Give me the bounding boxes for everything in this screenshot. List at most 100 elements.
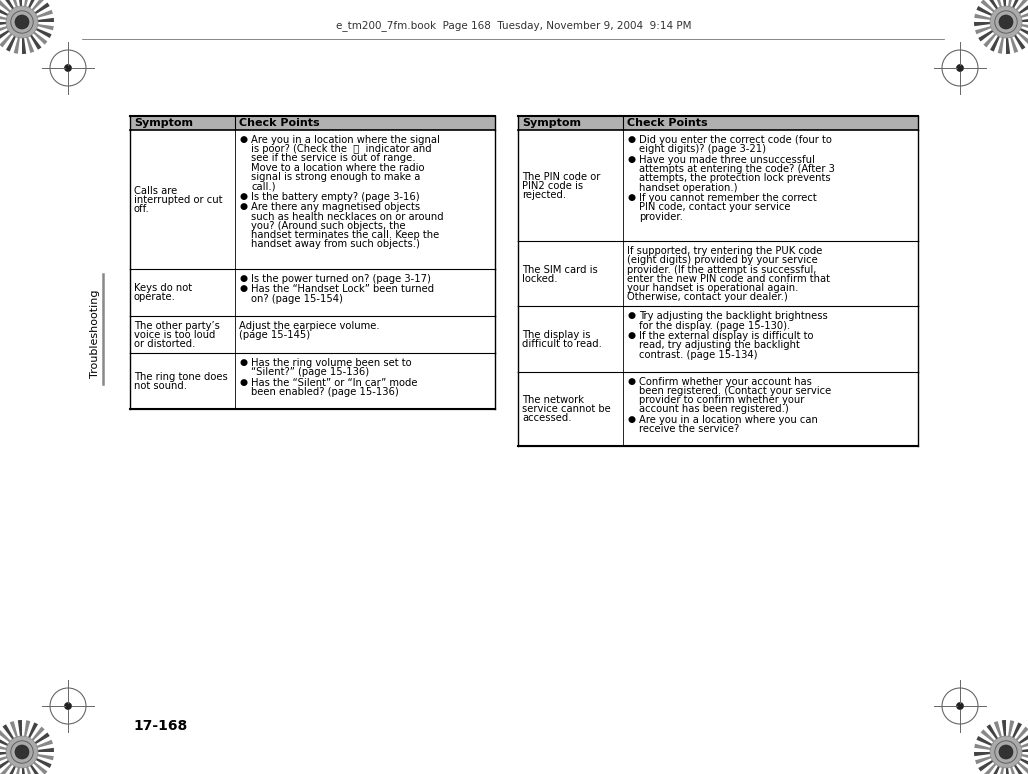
Wedge shape: [1006, 22, 1026, 50]
Text: provider.: provider.: [639, 211, 683, 221]
Text: PIN code, contact your service: PIN code, contact your service: [639, 202, 791, 212]
Wedge shape: [22, 18, 54, 22]
Wedge shape: [1006, 740, 1028, 752]
Text: ●: ●: [628, 155, 636, 164]
Text: Check Points: Check Points: [238, 118, 320, 128]
Circle shape: [65, 703, 72, 710]
Wedge shape: [13, 22, 22, 53]
Text: account has been registered.): account has been registered.): [639, 404, 788, 414]
Circle shape: [15, 745, 29, 759]
Wedge shape: [1006, 0, 1015, 22]
Wedge shape: [0, 22, 22, 26]
Text: read, try adjusting the backlight: read, try adjusting the backlight: [639, 341, 800, 351]
Text: interrupted or cut: interrupted or cut: [134, 195, 222, 205]
Wedge shape: [2, 0, 22, 22]
Wedge shape: [22, 721, 30, 752]
Text: The SIM card is: The SIM card is: [522, 265, 597, 275]
Text: Confirm whether your account has: Confirm whether your account has: [639, 377, 812, 386]
Wedge shape: [6, 752, 22, 774]
Text: Has the ring volume been set to: Has the ring volume been set to: [251, 358, 411, 368]
Text: ●: ●: [240, 274, 248, 283]
Wedge shape: [1006, 0, 1028, 22]
Text: Have you made three unsuccessful: Have you made three unsuccessful: [639, 155, 815, 165]
Wedge shape: [22, 752, 41, 774]
Wedge shape: [1006, 22, 1019, 53]
Text: or distorted.: or distorted.: [134, 339, 195, 349]
Text: PIN2 code is: PIN2 code is: [522, 181, 583, 191]
Wedge shape: [1006, 748, 1028, 752]
Wedge shape: [979, 22, 1006, 42]
Wedge shape: [22, 22, 34, 53]
Wedge shape: [1006, 22, 1028, 45]
Text: on? (page 15-154): on? (page 15-154): [251, 293, 343, 303]
Wedge shape: [1006, 722, 1022, 752]
Wedge shape: [22, 752, 51, 768]
Wedge shape: [22, 22, 26, 54]
Wedge shape: [975, 744, 1006, 752]
Text: locked.: locked.: [522, 274, 557, 284]
Bar: [518, 116, 918, 130]
Wedge shape: [0, 736, 22, 752]
Circle shape: [990, 6, 1022, 38]
Text: 17-168: 17-168: [133, 719, 187, 733]
Wedge shape: [994, 721, 1006, 752]
Wedge shape: [0, 0, 22, 22]
Wedge shape: [22, 740, 52, 752]
Text: If supported, try entering the PUK code: If supported, try entering the PUK code: [627, 246, 822, 256]
Text: handset terminates the call. Keep the: handset terminates the call. Keep the: [251, 230, 439, 240]
Wedge shape: [1006, 752, 1019, 774]
Wedge shape: [1002, 0, 1006, 22]
Text: such as health necklaces on or around: such as health necklaces on or around: [251, 211, 444, 221]
Text: Are you in a location where the signal: Are you in a location where the signal: [251, 135, 440, 145]
Wedge shape: [22, 22, 53, 30]
Circle shape: [999, 745, 1013, 759]
Wedge shape: [1006, 732, 1028, 752]
Wedge shape: [984, 752, 1006, 774]
Text: Troubleshooting: Troubleshooting: [90, 289, 100, 378]
Text: Symptom: Symptom: [522, 118, 581, 128]
Wedge shape: [0, 22, 22, 42]
Text: handset away from such objects.): handset away from such objects.): [251, 239, 419, 249]
Wedge shape: [22, 2, 49, 22]
Wedge shape: [22, 0, 30, 22]
Text: Is the battery empty? (page 3-16): Is the battery empty? (page 3-16): [251, 192, 419, 202]
Text: (page 15-145): (page 15-145): [238, 330, 310, 340]
Wedge shape: [1006, 22, 1011, 54]
Text: The PIN code or: The PIN code or: [522, 172, 600, 182]
Text: signal is strong enough to make a: signal is strong enough to make a: [251, 172, 420, 182]
Wedge shape: [976, 22, 1006, 34]
Wedge shape: [975, 14, 1006, 22]
Wedge shape: [998, 22, 1006, 53]
Wedge shape: [1006, 10, 1028, 22]
Text: ●: ●: [628, 311, 636, 320]
Circle shape: [15, 15, 29, 29]
Text: call.): call.): [251, 181, 276, 191]
Text: difficult to read.: difficult to read.: [522, 339, 601, 349]
Wedge shape: [22, 752, 47, 774]
Text: The ring tone does: The ring tone does: [134, 372, 228, 382]
Text: ●: ●: [240, 358, 248, 367]
Text: for the display. (page 15-130).: for the display. (page 15-130).: [639, 320, 791, 330]
Text: Has the “Silent” or “In car” mode: Has the “Silent” or “In car” mode: [251, 378, 417, 388]
Text: Are you in a location where you can: Are you in a location where you can: [639, 415, 818, 425]
Text: The network: The network: [522, 395, 584, 405]
Wedge shape: [984, 22, 1006, 47]
Bar: [130, 116, 495, 130]
Wedge shape: [974, 752, 1006, 756]
Circle shape: [990, 736, 1022, 768]
Wedge shape: [1006, 752, 1026, 774]
Text: eight digits)? (page 3-21): eight digits)? (page 3-21): [639, 144, 766, 154]
Text: provider to confirm whether your: provider to confirm whether your: [639, 395, 804, 405]
Text: ●: ●: [628, 194, 636, 202]
Wedge shape: [9, 721, 22, 752]
Text: If you cannot remember the correct: If you cannot remember the correct: [639, 194, 817, 204]
Wedge shape: [979, 752, 1006, 772]
Text: Check Points: Check Points: [627, 118, 707, 128]
Wedge shape: [22, 752, 53, 760]
Text: see if the service is out of range.: see if the service is out of range.: [251, 153, 415, 163]
Wedge shape: [1006, 752, 1028, 768]
Wedge shape: [990, 752, 1006, 774]
Text: ●: ●: [628, 331, 636, 341]
Wedge shape: [22, 22, 47, 45]
Wedge shape: [0, 744, 22, 752]
